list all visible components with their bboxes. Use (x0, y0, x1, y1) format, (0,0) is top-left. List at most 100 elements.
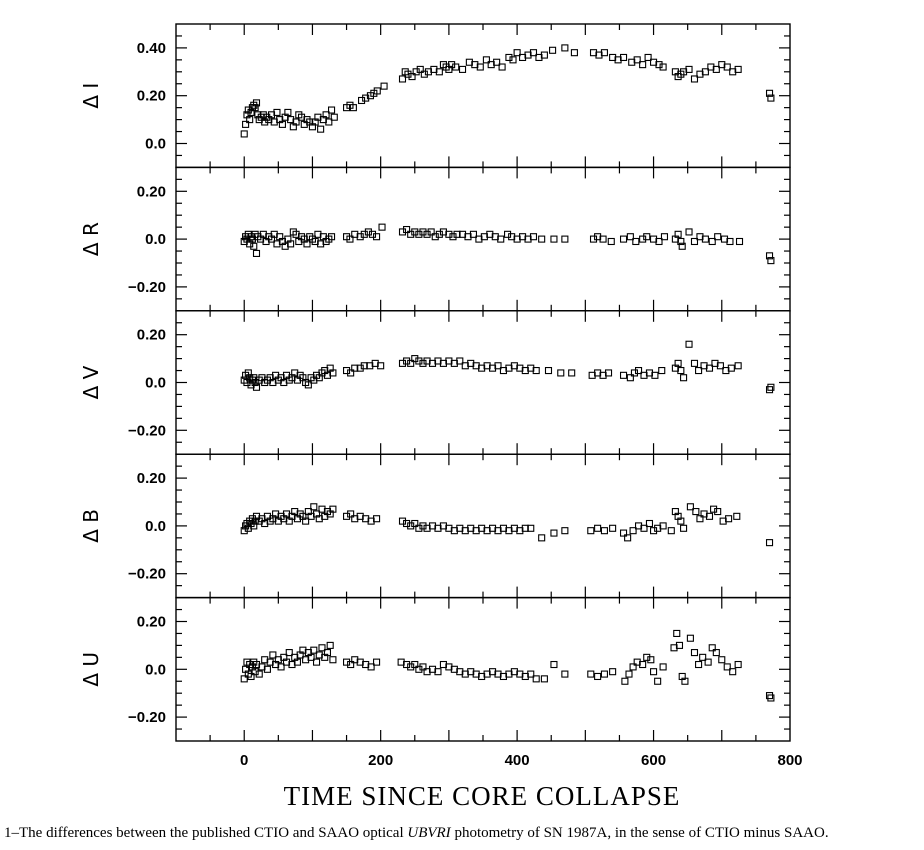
data-point (398, 359, 407, 367)
y-tick-label: 0.20 (137, 614, 166, 631)
data-point (293, 658, 301, 666)
data-point (458, 65, 467, 73)
data-point (600, 527, 608, 535)
data-point (561, 527, 569, 535)
data-point (373, 658, 381, 666)
data-point (734, 660, 742, 669)
data-point (678, 242, 686, 250)
data-point (696, 515, 704, 523)
data-point (561, 670, 569, 678)
caption-prefix: 1–The differences between the published … (4, 825, 408, 841)
data-point (251, 378, 259, 387)
y-axis-label: Δ R (79, 222, 103, 256)
data-point (550, 235, 558, 243)
data-point (285, 649, 293, 657)
data-point (705, 364, 714, 372)
y-tick-label: −0.20 (128, 566, 166, 583)
data-point (304, 381, 312, 389)
data-point (594, 672, 602, 681)
data-point (701, 68, 709, 76)
data-point (251, 517, 259, 525)
figure-caption: 1–The differences between the published … (4, 825, 924, 842)
data-point (278, 120, 286, 128)
y-tick-label: −0.20 (128, 279, 166, 296)
data-point (680, 524, 688, 532)
data-point (604, 369, 613, 377)
data-point (673, 629, 681, 638)
data-point (716, 362, 724, 370)
data-point (659, 522, 667, 530)
data-point (695, 366, 703, 375)
data-point (329, 369, 337, 377)
data-point (307, 653, 315, 661)
data-point (726, 237, 734, 246)
data-point (677, 517, 685, 525)
data-point (292, 118, 300, 126)
data-point (415, 230, 423, 238)
data-point (364, 228, 372, 236)
data-point (538, 235, 546, 243)
data-point (532, 366, 540, 375)
data-point (302, 517, 310, 525)
data-point (403, 225, 411, 234)
data-point (527, 524, 535, 532)
data-point (277, 663, 285, 671)
data-point (621, 677, 629, 685)
data-point (550, 660, 558, 669)
data-point (561, 235, 569, 243)
data-point (729, 668, 737, 676)
data-point (318, 644, 326, 652)
data-point (695, 660, 703, 669)
data-point (629, 527, 637, 535)
data-point (561, 44, 569, 52)
data-point (667, 527, 675, 535)
data-point (690, 649, 699, 657)
data-point (349, 104, 357, 112)
data-point (725, 515, 733, 523)
data-point (343, 512, 351, 520)
data-point (735, 237, 744, 246)
data-point (240, 527, 248, 535)
data-point (445, 230, 453, 238)
data-point (398, 517, 407, 525)
y-axis-label: Δ I (79, 83, 103, 109)
data-point (327, 233, 336, 241)
data-point (252, 249, 261, 257)
data-point (654, 677, 662, 685)
data-point (540, 51, 548, 59)
y-tick-label: 0.20 (137, 88, 166, 105)
data-point (284, 108, 292, 116)
data-point (434, 668, 442, 676)
data-point (452, 63, 460, 71)
data-point (263, 665, 271, 673)
data-point (493, 58, 501, 66)
data-point (699, 653, 707, 661)
data-point (368, 230, 377, 238)
data-point (589, 235, 598, 243)
data-point (310, 646, 318, 654)
data-point (680, 374, 688, 382)
data-point (498, 63, 506, 71)
data-point (675, 641, 684, 649)
data-point (504, 230, 512, 238)
data-point (407, 230, 415, 238)
panel-i: 0.0 0.20 0.40 Δ I (79, 23, 791, 169)
data-point (411, 519, 419, 528)
data-point (346, 235, 354, 243)
data-point (619, 235, 628, 243)
data-point (767, 383, 775, 391)
data-point (261, 118, 269, 126)
data-point (651, 371, 659, 379)
data-point (544, 366, 553, 375)
data-point (659, 663, 667, 671)
data-point (411, 355, 419, 363)
data-point (252, 383, 261, 391)
data-point (240, 675, 248, 683)
data-point (419, 522, 427, 530)
data-point (765, 252, 774, 260)
data-point (723, 63, 731, 71)
data-point (685, 340, 693, 348)
data-point (690, 75, 699, 83)
y-tick-label: 0.0 (145, 231, 166, 248)
data-point (317, 125, 325, 133)
